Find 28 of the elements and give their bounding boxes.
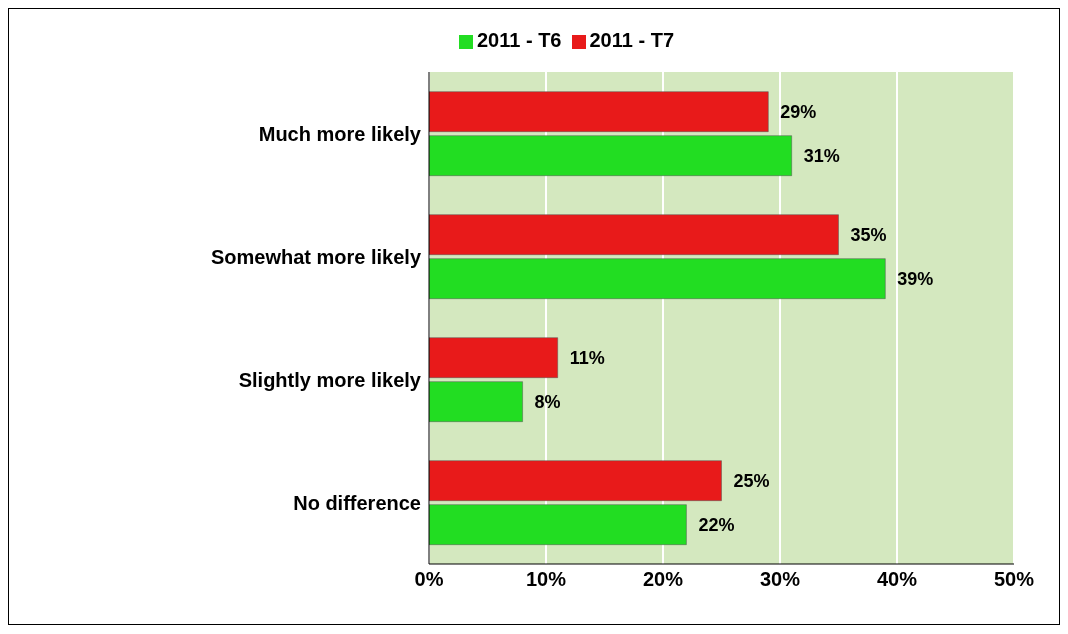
x-tick-label: 30%: [759, 568, 801, 591]
data-label: 8%: [534, 392, 561, 413]
bar: [429, 381, 523, 422]
data-label: 35%: [850, 225, 887, 246]
x-tick-label: 0%: [414, 568, 444, 591]
bar: [429, 337, 558, 378]
data-label: 11%: [569, 348, 605, 369]
y-tick-label: No difference: [293, 491, 421, 514]
data-label: 22%: [698, 515, 735, 536]
bar: [429, 91, 769, 132]
legend-label: 2011 - T6: [476, 29, 562, 51]
bar: [429, 135, 792, 176]
x-tick-label: 50%: [993, 568, 1035, 591]
bar: [429, 504, 687, 545]
x-tick-label: 10%: [525, 568, 567, 591]
legend-label: 2011 - T7: [589, 29, 675, 51]
y-tick-label: Much more likely: [258, 122, 422, 145]
bar: [429, 258, 886, 299]
bar: [429, 460, 722, 501]
data-label: 29%: [780, 102, 817, 123]
data-label: 25%: [733, 471, 770, 492]
y-tick-label: Slightly more likely: [238, 368, 422, 391]
x-tick-label: 20%: [642, 568, 684, 591]
data-label: 39%: [897, 269, 934, 290]
bar: [429, 214, 839, 255]
data-label: 31%: [803, 146, 840, 167]
y-tick-label: Somewhat more likely: [210, 245, 422, 268]
x-tick-label: 40%: [876, 568, 918, 591]
